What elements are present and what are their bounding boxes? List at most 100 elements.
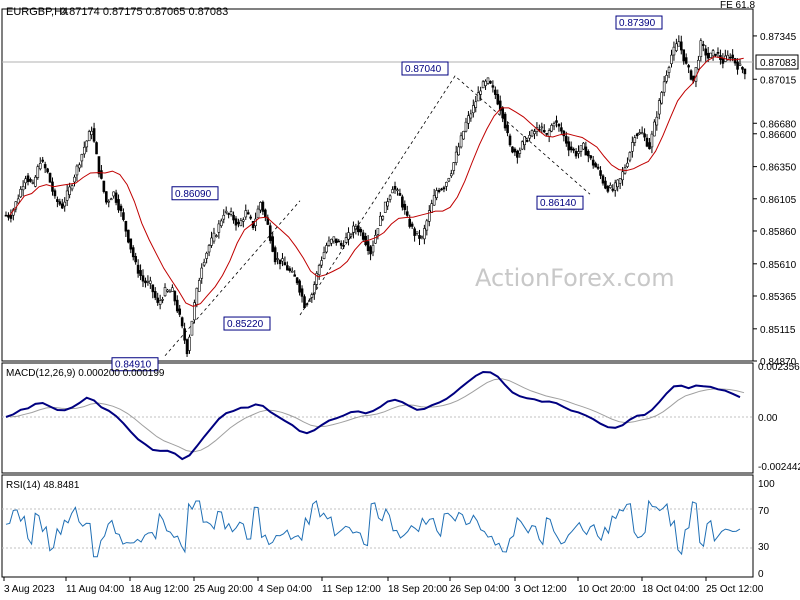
- candle-body: [469, 113, 473, 119]
- candle-body: [53, 190, 57, 197]
- candle-body: [648, 142, 651, 150]
- candle-body: [557, 123, 561, 127]
- candle-body: [516, 150, 519, 158]
- candle-body: [736, 61, 739, 70]
- candle-body: [19, 189, 22, 198]
- candle-body: [14, 201, 18, 210]
- candle-body: [303, 296, 306, 309]
- candle-body: [271, 236, 274, 252]
- candle-body: [599, 170, 602, 176]
- candle-body: [449, 173, 453, 177]
- candle-body: [68, 186, 71, 195]
- candle-body: [513, 148, 517, 153]
- candle-body: [97, 156, 101, 175]
- price-tick-label: 0.85115: [760, 325, 796, 336]
- rsi-tick-label: 100: [758, 479, 775, 490]
- date-tick-label: 18 Aug 12:00: [130, 584, 189, 595]
- candle-body: [60, 203, 64, 209]
- candle-body: [589, 155, 593, 159]
- candle-body: [85, 140, 89, 148]
- candle-body: [38, 163, 42, 170]
- candle-body: [278, 259, 282, 265]
- candle-body: [442, 187, 446, 190]
- candle-body: [655, 116, 659, 126]
- candle-body: [626, 162, 629, 167]
- rsi-line: [5, 499, 741, 558]
- candle-body: [489, 80, 492, 84]
- candle-body: [300, 288, 304, 297]
- candle-body: [452, 162, 456, 171]
- swing-label-box: [111, 357, 159, 372]
- candle-body: [349, 234, 353, 237]
- candle-body: [697, 59, 700, 70]
- candle-body: [709, 52, 712, 58]
- rsi-axis: 100 70 30 0: [758, 479, 775, 580]
- candle-body: [178, 308, 182, 315]
- candle-body: [569, 146, 573, 151]
- candle-body: [188, 336, 191, 351]
- candle-body: [638, 132, 641, 135]
- candle-body: [163, 287, 167, 297]
- candle-body: [369, 246, 372, 255]
- price-tick-label: 0.86350: [760, 163, 797, 174]
- candle-body: [246, 212, 250, 215]
- symbol-label: EURGBP,H4: [6, 6, 68, 18]
- candle-body: [476, 92, 480, 102]
- candle-body: [650, 133, 654, 148]
- candle-body: [119, 205, 123, 211]
- candle-body: [41, 159, 45, 162]
- candle-body: [711, 50, 715, 57]
- candle-body: [381, 216, 385, 220]
- candle-body: [462, 130, 465, 140]
- candle-body: [129, 238, 133, 250]
- date-tick-label: 18 Oct 04:00: [642, 584, 700, 595]
- date-tick-label: 25 Oct 12:00: [706, 584, 764, 595]
- candle-body: [660, 92, 664, 104]
- candle-body: [229, 211, 233, 215]
- date-tick-label: 25 Aug 20:00: [194, 584, 253, 595]
- candle-body: [36, 166, 40, 178]
- candle-body: [738, 63, 742, 66]
- candle-body: [295, 277, 299, 284]
- candle-body: [151, 284, 155, 293]
- candle-body: [741, 66, 744, 70]
- swing-label-box: [401, 61, 449, 76]
- candle-body: [423, 228, 426, 240]
- candle-body: [684, 57, 688, 64]
- candle-body: [662, 81, 666, 93]
- candle-body: [26, 175, 30, 183]
- candle-body: [501, 107, 504, 119]
- candle-body: [675, 43, 678, 51]
- candle-body: [237, 221, 240, 225]
- candle-body: [207, 245, 211, 253]
- candle-body: [90, 130, 93, 135]
- candle-body: [215, 235, 218, 237]
- date-axis: 3 Aug 2023 11 Aug 04:00 18 Aug 12:00 25 Aug…: [3, 577, 764, 595]
- candle-body: [645, 137, 649, 147]
- candle-body: [56, 199, 59, 202]
- candle-body: [388, 195, 392, 200]
- candle-body: [440, 188, 443, 191]
- candle-body: [286, 265, 289, 271]
- swing-label: 0.85220: [227, 319, 264, 330]
- candle-body: [653, 121, 656, 137]
- candle-body: [347, 232, 350, 240]
- candle-body: [498, 100, 502, 111]
- candle-body: [330, 238, 333, 244]
- candle-body: [82, 146, 86, 155]
- candle-body: [332, 236, 336, 242]
- candle-body: [136, 264, 140, 274]
- candle-body: [567, 141, 571, 151]
- candle-body: [601, 175, 605, 184]
- candle-body: [552, 123, 556, 127]
- candle-body: [714, 53, 717, 56]
- candle-body: [679, 41, 683, 51]
- candle-body: [361, 232, 365, 240]
- candle-body: [701, 44, 705, 46]
- candle-body: [435, 190, 438, 198]
- candle-body: [393, 186, 397, 190]
- candle-body: [359, 228, 363, 233]
- candle-body: [545, 133, 549, 135]
- rsi-tick-label: 0: [758, 569, 764, 580]
- candle-body: [621, 171, 624, 181]
